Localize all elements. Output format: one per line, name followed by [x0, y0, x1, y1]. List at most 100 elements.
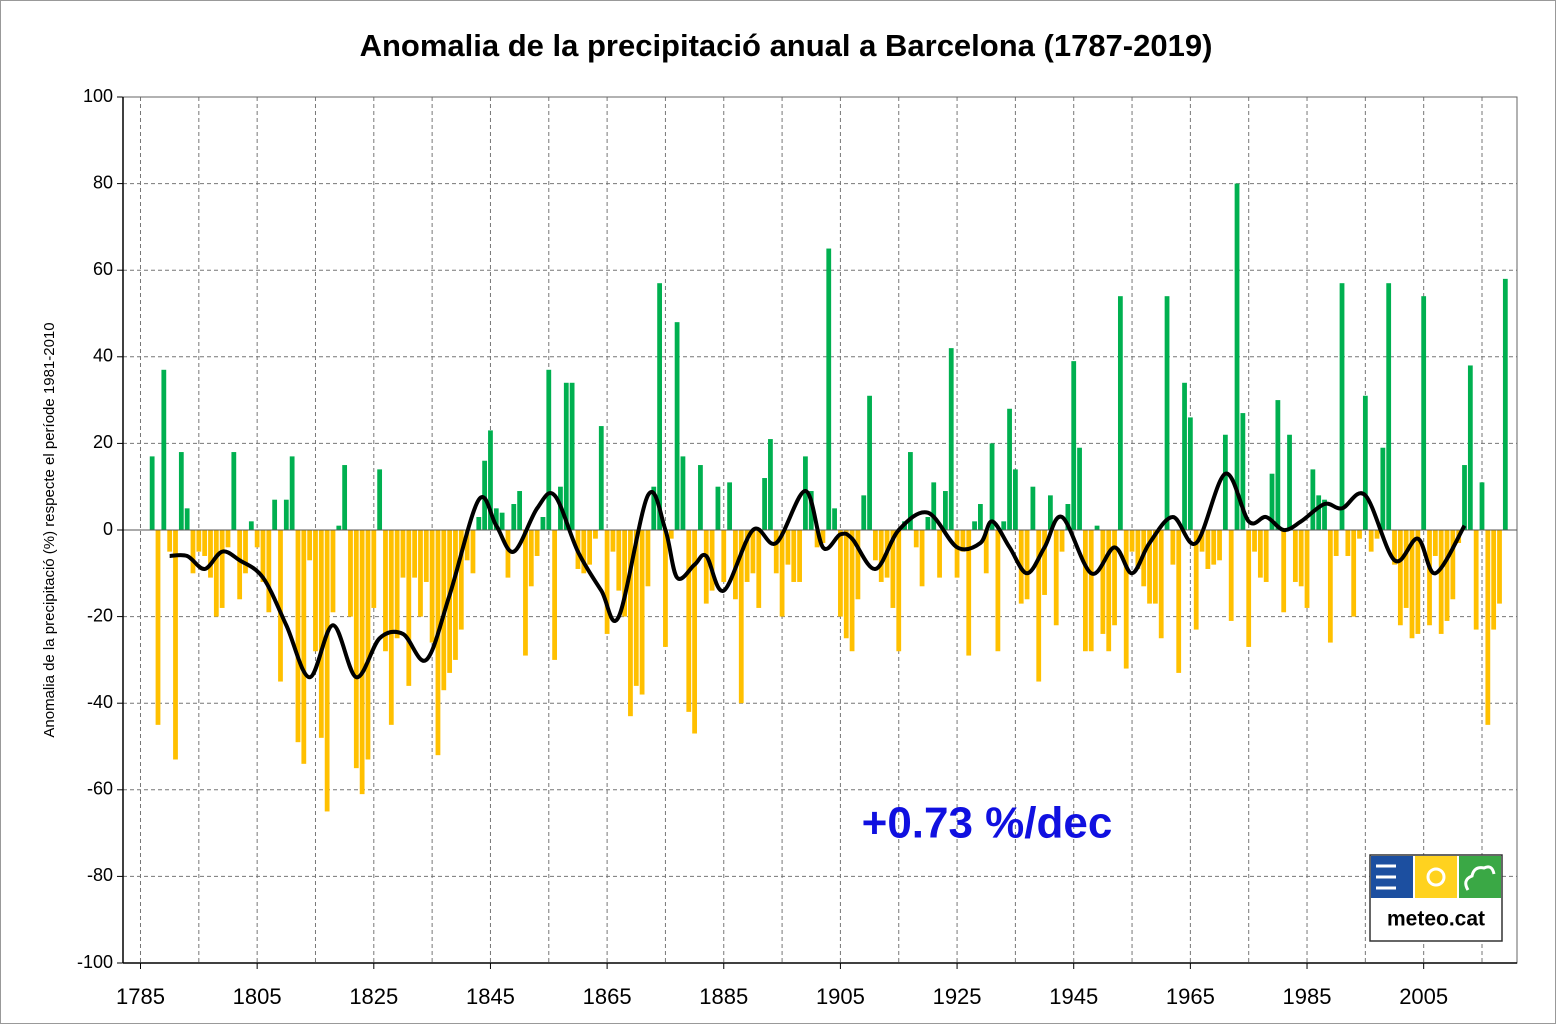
bar	[1269, 473, 1275, 530]
bar	[1322, 499, 1327, 530]
bar	[1479, 482, 1485, 530]
bar	[563, 382, 569, 530]
bar	[785, 530, 791, 565]
bar	[225, 530, 231, 548]
bar	[1281, 530, 1287, 613]
bar	[1444, 530, 1450, 621]
bar	[948, 348, 954, 530]
bar	[1094, 525, 1100, 530]
bar	[773, 530, 779, 574]
bar	[482, 460, 488, 530]
bar	[1013, 469, 1018, 530]
bar	[1257, 530, 1263, 578]
bar	[371, 530, 377, 608]
bar	[278, 530, 283, 682]
bar	[1071, 361, 1077, 530]
bar	[908, 452, 913, 530]
x-tick-label: 1865	[583, 984, 632, 1009]
bar	[727, 482, 732, 530]
bar	[1252, 530, 1257, 552]
bar	[1485, 530, 1491, 725]
bar	[843, 530, 849, 639]
bar	[768, 439, 773, 530]
bar	[1199, 530, 1205, 552]
x-tick-label: 1785	[116, 984, 165, 1009]
bar	[219, 530, 225, 608]
bar	[1397, 530, 1403, 626]
bar	[1001, 521, 1007, 530]
bar	[1053, 530, 1059, 626]
bar	[1228, 530, 1234, 621]
bar	[849, 530, 855, 652]
bar	[692, 530, 697, 734]
bar	[348, 530, 353, 617]
bar	[703, 530, 709, 604]
bar	[523, 530, 528, 656]
bar	[1502, 278, 1508, 530]
bar	[289, 456, 295, 530]
bar	[476, 517, 482, 530]
bar	[674, 322, 680, 530]
bar	[336, 525, 342, 530]
bar	[359, 530, 365, 795]
bar	[604, 530, 610, 634]
bar	[966, 530, 972, 656]
x-tick-label: 1805	[233, 984, 282, 1009]
bar	[1042, 530, 1047, 595]
bar	[668, 530, 674, 539]
bar	[995, 530, 1001, 652]
bar	[651, 486, 657, 530]
bar	[1287, 434, 1292, 530]
bar	[1129, 530, 1135, 552]
bar	[295, 530, 301, 743]
bar	[237, 530, 243, 600]
bar	[838, 530, 843, 617]
y-tick-label: -80	[87, 865, 113, 885]
bar	[1211, 530, 1217, 565]
bar	[1036, 530, 1042, 682]
bar	[1380, 447, 1386, 530]
bar	[318, 530, 324, 738]
bar	[1432, 530, 1438, 556]
bar	[1339, 283, 1345, 530]
bar	[458, 530, 464, 630]
bar	[1357, 530, 1362, 539]
bar	[178, 452, 184, 530]
bar	[622, 530, 627, 617]
bar	[552, 530, 558, 660]
bar	[1112, 530, 1117, 626]
bar	[388, 530, 394, 725]
bar	[1368, 530, 1374, 552]
y-tick-label: 80	[93, 172, 113, 192]
bar	[750, 530, 756, 574]
logo-icon	[1415, 856, 1457, 898]
bar	[896, 530, 902, 652]
bar	[960, 530, 966, 552]
logo: meteo.cat	[1369, 854, 1503, 942]
bar	[1415, 530, 1421, 634]
bar	[1386, 283, 1392, 530]
bar	[826, 248, 832, 531]
bar	[972, 521, 977, 530]
bar	[878, 530, 884, 582]
bar	[686, 530, 692, 712]
y-tick-label: -60	[87, 779, 113, 799]
bar	[418, 530, 423, 617]
bar	[511, 504, 517, 530]
bar	[832, 508, 837, 530]
bar	[1147, 530, 1152, 604]
bar	[453, 530, 458, 660]
bar	[610, 530, 616, 552]
bar	[1182, 382, 1187, 530]
bar	[890, 530, 896, 608]
bar	[709, 530, 715, 591]
bar	[1450, 530, 1456, 600]
bar	[1059, 530, 1065, 552]
bar	[1158, 530, 1164, 639]
bar	[738, 530, 744, 704]
bar	[639, 530, 645, 695]
logo-icon	[1426, 867, 1446, 887]
y-tick-label: -40	[87, 692, 113, 712]
bar	[190, 530, 196, 574]
bar	[756, 530, 762, 608]
